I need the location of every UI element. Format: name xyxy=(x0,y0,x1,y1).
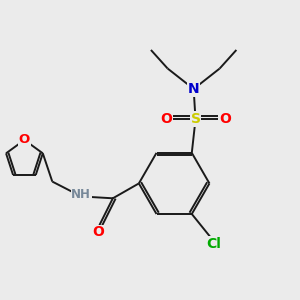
Text: O: O xyxy=(219,112,231,126)
Text: O: O xyxy=(92,226,104,239)
Text: NH: NH xyxy=(71,188,91,201)
Text: O: O xyxy=(19,134,30,146)
Text: S: S xyxy=(190,112,200,126)
Text: Cl: Cl xyxy=(207,237,221,251)
Text: O: O xyxy=(160,112,172,126)
Text: N: N xyxy=(188,82,200,96)
